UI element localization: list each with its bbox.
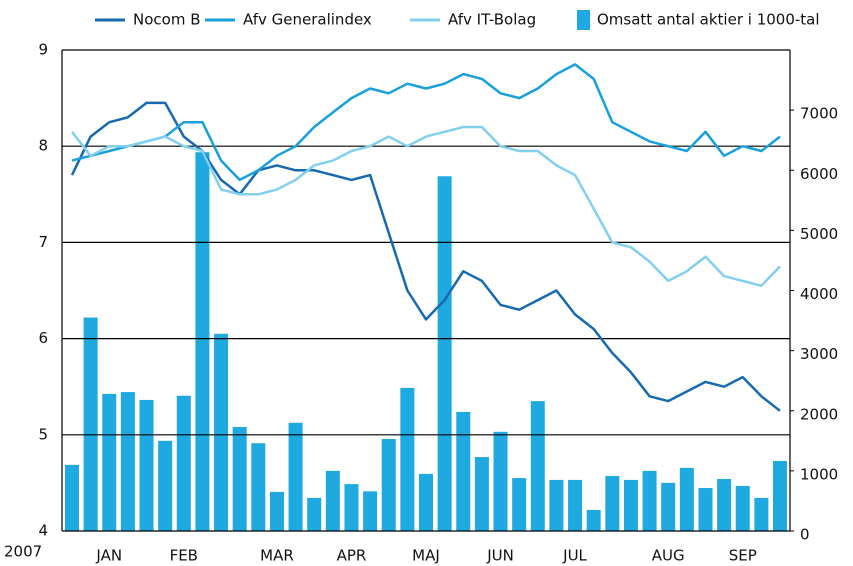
bar	[344, 484, 359, 531]
y-tick-label: 4	[38, 522, 48, 540]
bar	[623, 479, 638, 531]
line	[70, 101, 781, 412]
x-tick-label: APR	[337, 547, 367, 565]
bar	[437, 176, 452, 531]
bar	[568, 479, 583, 531]
bar	[158, 440, 173, 531]
legend-label: Omsatt antal aktier i 1000-tal	[597, 11, 820, 29]
x-tick-label: MAJ	[412, 547, 440, 565]
x-tick-label: MAR	[260, 547, 294, 565]
bar	[251, 443, 266, 531]
bar	[214, 333, 229, 531]
bar	[139, 399, 154, 531]
bar	[493, 431, 508, 531]
bar	[232, 426, 247, 531]
y-tick-label: 8	[38, 137, 48, 155]
y-tick-label: 7	[38, 233, 48, 251]
bar	[642, 470, 657, 531]
year-label: 2007	[4, 543, 42, 561]
bar	[773, 460, 787, 531]
bar	[65, 464, 79, 531]
y2-tick-label: 6000	[800, 165, 838, 183]
bar	[363, 491, 378, 531]
bar	[717, 478, 732, 531]
legend-swatch	[577, 10, 590, 30]
legend-label: Nocom B	[133, 11, 201, 29]
bar	[419, 473, 433, 531]
y-tick-label: 6	[38, 329, 48, 347]
bar	[325, 470, 340, 531]
y2-tick-label: 4000	[800, 285, 838, 303]
bar	[549, 479, 564, 531]
bar	[679, 467, 694, 531]
bar	[288, 422, 303, 531]
bar	[120, 392, 135, 531]
line	[71, 125, 781, 287]
x-tick-label: JUL	[562, 547, 587, 565]
bar	[512, 478, 527, 531]
y2-tick-label: 2000	[800, 405, 838, 423]
bar	[456, 411, 471, 531]
y2-tick-label: 1000	[800, 465, 838, 483]
x-tick-label: FEB	[170, 547, 198, 565]
bar	[605, 475, 620, 531]
line	[71, 63, 781, 182]
bar	[176, 395, 191, 531]
bar	[102, 393, 117, 531]
y2-tick-label: 0	[800, 526, 810, 544]
bar	[474, 457, 489, 531]
x-tick-label: JUN	[486, 547, 514, 565]
x-tick-label: JAN	[95, 547, 122, 565]
bar	[586, 509, 601, 531]
bar	[269, 491, 284, 531]
bar	[754, 497, 769, 531]
legend-label: Afv IT-Bolag	[448, 11, 536, 29]
y-tick-label: 5	[38, 425, 48, 443]
y2-tick-label: 7000	[800, 105, 838, 123]
y2-tick-label: 5000	[800, 225, 838, 243]
bar	[735, 485, 750, 531]
bar	[195, 152, 210, 531]
legend-label: Afv Generalindex	[243, 11, 372, 29]
bar	[381, 439, 396, 531]
x-tick-label: AUG	[652, 547, 685, 565]
bar	[698, 488, 713, 531]
bar	[661, 482, 676, 531]
bar	[307, 497, 322, 531]
y-tick-label: 9	[38, 41, 48, 59]
x-tick-label: SEP	[729, 547, 757, 565]
y2-tick-label: 3000	[800, 345, 838, 363]
bar	[530, 401, 545, 531]
bar	[400, 387, 415, 531]
bar	[83, 317, 98, 531]
